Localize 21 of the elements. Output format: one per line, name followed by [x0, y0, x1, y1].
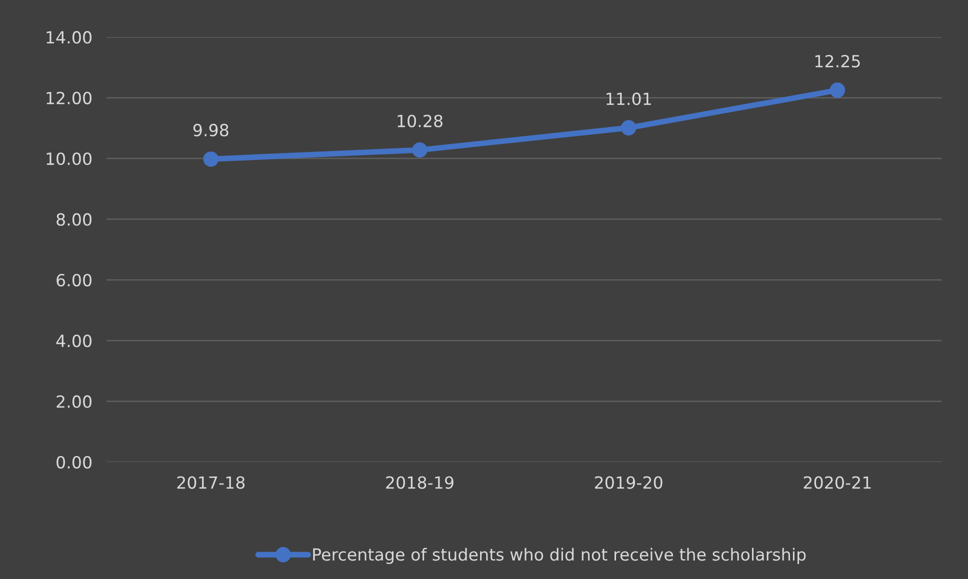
data-label: 11.01 — [606, 92, 651, 106]
y-tick-label: 0.00 — [56, 456, 92, 469]
x-tick-label: 2018-19 — [386, 476, 454, 489]
x-tick-label: 2019-20 — [594, 476, 662, 489]
y-tick-label: 10.00 — [46, 152, 92, 166]
data-label: 10.28 — [398, 114, 442, 128]
x-tick-label: 2017-18 — [177, 476, 245, 489]
x-tick-label: 2020-21 — [804, 476, 871, 489]
y-tick-label: 6.00 — [56, 274, 92, 286]
data-label: 9.98 — [193, 124, 228, 136]
point — [203, 151, 219, 167]
y-tick-label: 8.00 — [56, 213, 92, 226]
y-tick-label: 14.00 — [46, 31, 92, 44]
point — [412, 142, 428, 158]
point — [830, 82, 846, 98]
point — [620, 120, 636, 136]
y-tick-label: 12.00 — [46, 92, 92, 104]
data-label: 12.25 — [815, 54, 860, 68]
y-tick-label: 4.00 — [56, 334, 92, 348]
legend-label: Percentage of students who did not receive the scholarship — [313, 548, 806, 564]
y-tick-label: 2.00 — [56, 395, 92, 408]
